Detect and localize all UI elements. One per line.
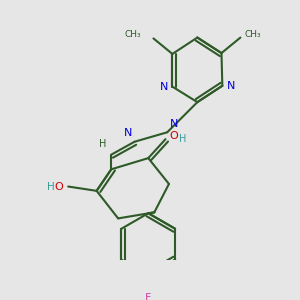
Text: O: O bbox=[54, 182, 63, 191]
Text: N: N bbox=[170, 119, 178, 129]
Text: N: N bbox=[227, 81, 235, 91]
Text: N: N bbox=[160, 82, 168, 92]
Text: F: F bbox=[145, 292, 152, 300]
Text: O: O bbox=[170, 131, 178, 141]
Text: H: H bbox=[47, 182, 54, 191]
Text: CH₃: CH₃ bbox=[125, 31, 141, 40]
Text: H: H bbox=[99, 139, 106, 149]
Text: CH₃: CH₃ bbox=[244, 30, 261, 39]
Text: H: H bbox=[179, 134, 186, 144]
Text: N: N bbox=[123, 128, 132, 138]
